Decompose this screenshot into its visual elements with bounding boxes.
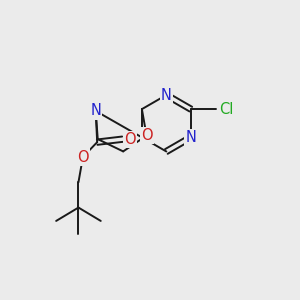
Text: N: N: [90, 103, 101, 118]
Text: O: O: [77, 149, 89, 164]
Text: Cl: Cl: [219, 102, 233, 117]
Text: O: O: [124, 132, 136, 147]
Text: O: O: [141, 128, 152, 143]
Text: N: N: [161, 88, 172, 103]
Text: N: N: [185, 130, 196, 145]
